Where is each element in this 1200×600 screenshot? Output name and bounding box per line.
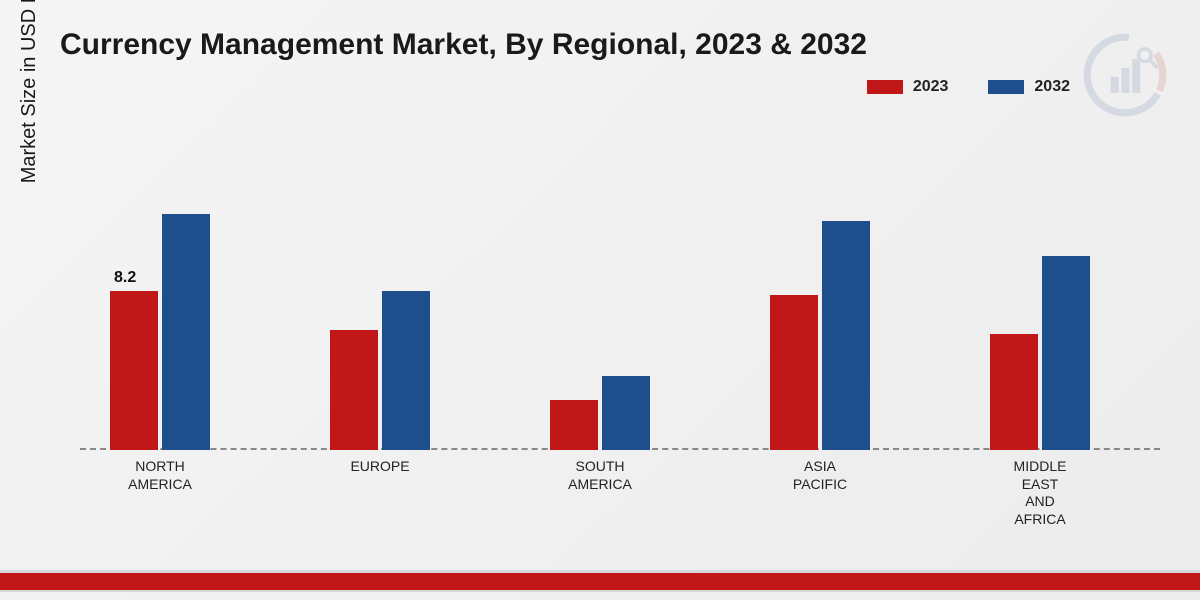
x-axis-category-label: EUROPE [350,458,409,476]
legend-swatch-2032 [988,80,1024,94]
bar-2032 [1042,256,1090,450]
footer-accent-bar [0,570,1200,592]
legend-swatch-2023 [867,80,903,94]
bar-2032 [162,214,210,450]
legend-label-2032: 2032 [1034,78,1070,96]
bar-value-label: 8.2 [114,269,136,287]
x-axis-category-label: SOUTH AMERICA [568,458,632,493]
bar-2032 [602,376,650,450]
chart-plot-area: 8.2 [80,140,1160,450]
legend-item-2023: 2023 [867,78,949,96]
chart-title: Currency Management Market, By Regional,… [60,28,867,62]
bar-2023 [110,291,158,450]
legend-item-2032: 2032 [988,78,1070,96]
bar-2023 [330,330,378,450]
bar-2032 [382,291,430,450]
x-axis-category-label: ASIA PACIFIC [793,458,847,493]
bar-2023 [550,400,598,450]
bar-2032 [822,221,870,450]
bar-group [110,214,210,450]
bar-group [550,376,650,450]
bar-2023 [770,295,818,450]
x-axis-category-label: MIDDLE EAST AND AFRICA [1014,458,1067,528]
watermark-logo-icon [1080,30,1170,120]
bar-group [990,256,1090,450]
legend-label-2023: 2023 [913,78,949,96]
y-axis-label: Market Size in USD Billion [18,0,41,183]
bar-group [330,291,430,450]
bar-group [770,221,870,450]
x-axis-category-label: NORTH AMERICA [128,458,192,493]
bar-2023 [990,334,1038,450]
legend: 2023 2032 [867,78,1070,96]
